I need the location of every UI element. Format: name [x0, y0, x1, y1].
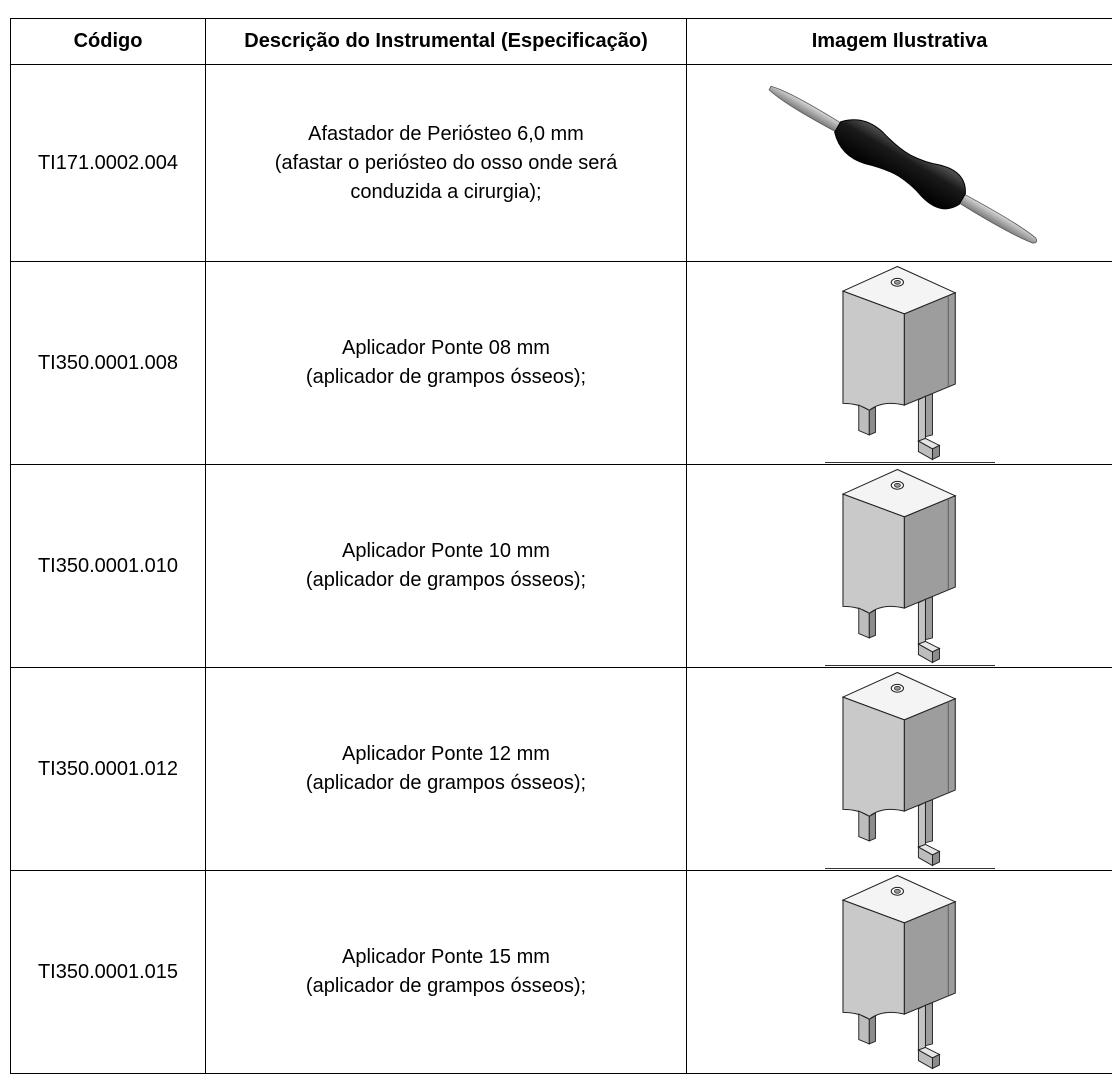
header-description: Descrição do Instrumental (Especificação…: [205, 18, 687, 65]
row-image: [686, 870, 1112, 1074]
description-line: Aplicador Ponte 10 mm: [342, 540, 550, 562]
instrument-table: Código Descrição do Instrumental (Especi…: [10, 18, 1112, 1074]
description-line: (aplicador de grampos ósseos);: [305, 772, 587, 794]
image-divider: [825, 665, 995, 666]
row-image: [686, 464, 1112, 668]
row-code: TI350.0001.010: [10, 464, 206, 668]
row-description: Afastador de Periósteo 6,0 mm (afastar o…: [205, 64, 687, 262]
bridge-applicator-icon: [841, 265, 956, 461]
description-line: Aplicador Ponte 12 mm: [342, 743, 550, 765]
row-code: TI350.0001.008: [10, 261, 206, 465]
row-description: Aplicador Ponte 15 mm (aplicador de gram…: [205, 870, 687, 1074]
row-image: [686, 64, 1112, 262]
row-description: Aplicador Ponte 08 mm (aplicador de gram…: [205, 261, 687, 465]
description-line: (aplicador de grampos ósseos);: [305, 569, 587, 591]
image-divider: [825, 462, 995, 463]
bridge-applicator-icon: [841, 671, 956, 867]
row-image: [686, 261, 1112, 465]
description-line: Aplicador Ponte 08 mm: [342, 337, 550, 359]
table-header-row: Código Descrição do Instrumental (Especi…: [10, 18, 1112, 65]
table-row: TI350.0001.008 Aplicador Ponte 08 mm (ap…: [10, 261, 1112, 465]
row-code: TI350.0001.012: [10, 667, 206, 871]
image-divider: [825, 868, 995, 869]
table-row: TI350.0001.015 Aplicador Ponte 15 mm (ap…: [10, 870, 1112, 1074]
header-code: Código: [10, 18, 206, 65]
bridge-applicator-icon: [841, 468, 956, 664]
description-line: (afastar o periósteo do osso onde será: [274, 151, 618, 174]
table-row: TI350.0001.012 Aplicador Ponte 12 mm (ap…: [10, 667, 1112, 871]
header-image: Imagem Ilustrativa: [686, 18, 1112, 65]
description-line: (aplicador de grampos ósseos);: [305, 975, 587, 997]
table-row: TI171.0002.004 Afastador de Periósteo 6,…: [10, 64, 1112, 262]
table-row: TI350.0001.010 Aplicador Ponte 10 mm (ap…: [10, 464, 1112, 668]
description-line: Aplicador Ponte 15 mm: [342, 946, 550, 968]
row-code: TI171.0002.004: [10, 64, 206, 262]
description-line: (aplicador de grampos ósseos);: [305, 366, 587, 388]
row-image: [686, 667, 1112, 871]
row-code: TI350.0001.015: [10, 870, 206, 1074]
description-line: conduzida a cirurgia);: [350, 180, 542, 203]
description-line: Afastador de Periósteo 6,0 mm: [308, 122, 584, 145]
bridge-applicator-icon: [841, 874, 956, 1070]
row-description: Aplicador Ponte 10 mm (aplicador de gram…: [205, 464, 687, 668]
periosteal-elevator-icon: [768, 85, 1037, 244]
row-description: Aplicador Ponte 12 mm (aplicador de gram…: [205, 667, 687, 871]
